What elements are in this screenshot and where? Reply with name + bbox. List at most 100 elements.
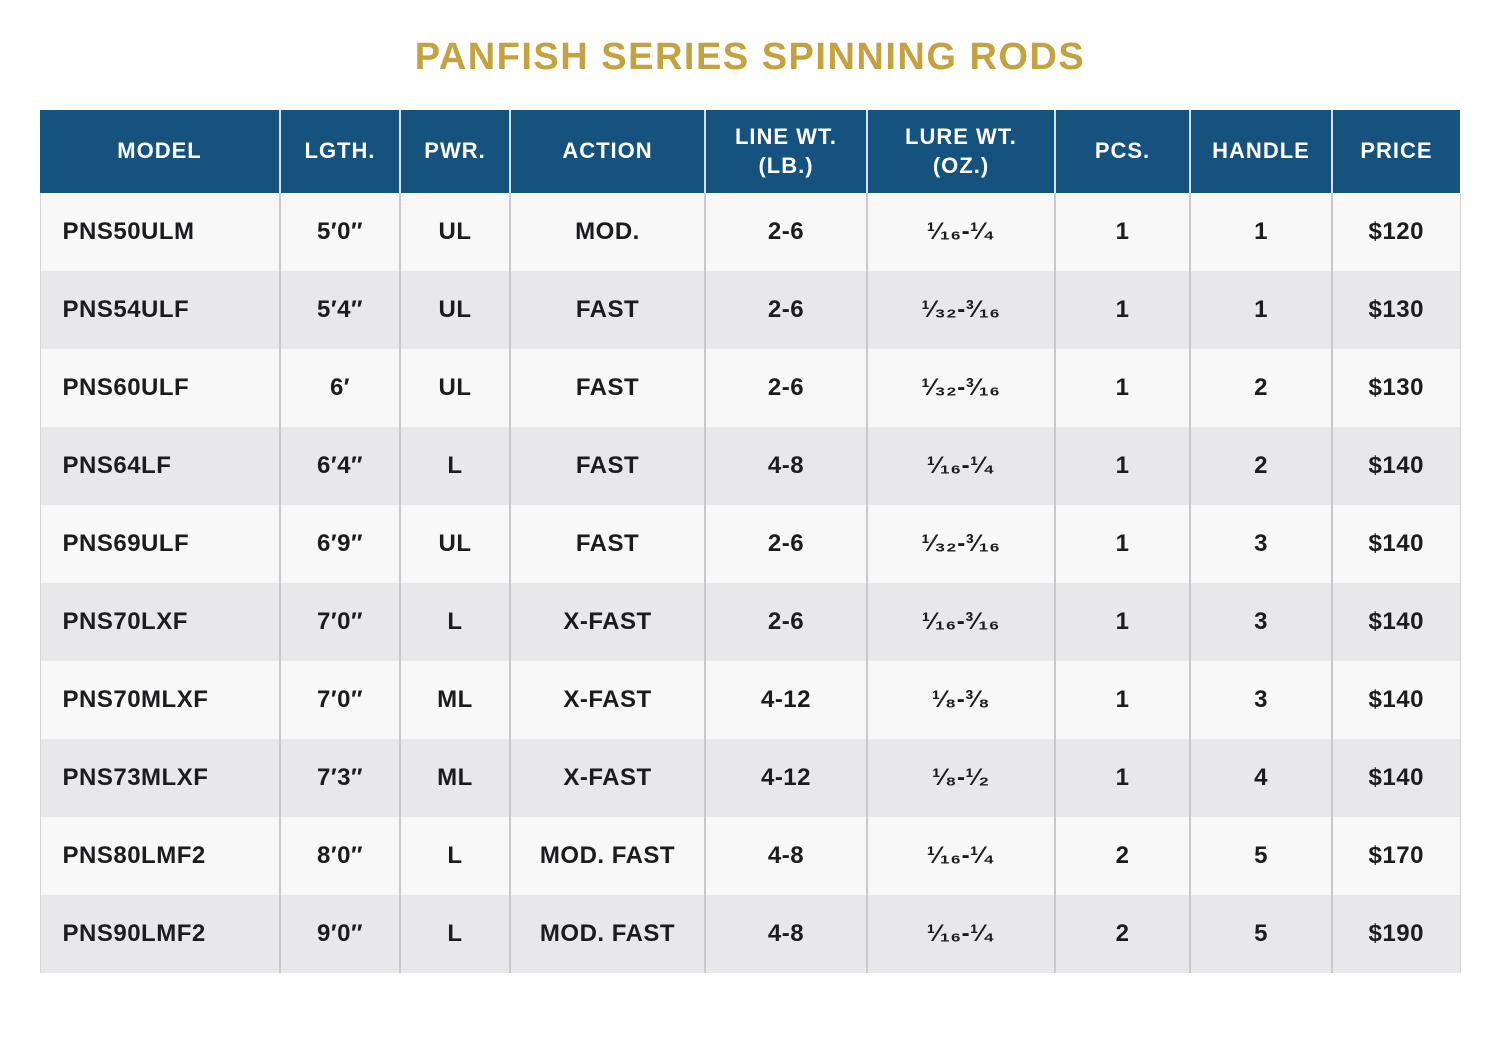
column-header-price: PRICE xyxy=(1331,110,1460,193)
model-cell: PNS70MLXF xyxy=(39,661,280,739)
column-header-line-wt: LINE WT. (LB.) xyxy=(704,110,867,193)
pwr-cell: L xyxy=(399,895,510,973)
pcs-cell: 1 xyxy=(1054,427,1190,505)
lure-wt-cell: ¹⁄₁₆-¹⁄₄ xyxy=(866,895,1055,973)
pwr-cell: UL xyxy=(399,505,510,583)
pwr-cell: L xyxy=(399,427,510,505)
price-cell: $170 xyxy=(1331,817,1461,895)
model-cell: PNS90LMF2 xyxy=(39,895,280,973)
column-header-action: ACTION xyxy=(509,110,705,193)
price-cell: $140 xyxy=(1331,661,1461,739)
handle-cell: 3 xyxy=(1189,583,1332,661)
pwr-cell: UL xyxy=(399,349,510,427)
handle-cell: 3 xyxy=(1189,505,1332,583)
lure-wt-cell: ¹⁄₃₂-³⁄₁₆ xyxy=(866,271,1055,349)
action-cell: MOD. FAST xyxy=(509,895,705,973)
line-wt-cell: 4-8 xyxy=(704,427,867,505)
handle-cell: 5 xyxy=(1189,817,1332,895)
pcs-cell: 1 xyxy=(1054,661,1190,739)
pwr-cell: UL xyxy=(399,193,510,271)
table-row: PNS80LMF2 8′0″ L MOD. FAST 4-8 ¹⁄₁₆-¹⁄₄ … xyxy=(39,817,1461,895)
handle-cell: 4 xyxy=(1189,739,1332,817)
table-row: PNS73MLXF 7′3″ ML X-FAST 4-12 ¹⁄₈-¹⁄₂ 1 … xyxy=(39,739,1461,817)
handle-cell: 2 xyxy=(1189,427,1332,505)
price-cell: $130 xyxy=(1331,349,1461,427)
lure-wt-cell: ¹⁄₁₆-¹⁄₄ xyxy=(866,193,1055,271)
model-cell: PNS73MLXF xyxy=(39,739,280,817)
action-cell: FAST xyxy=(509,427,705,505)
line-wt-cell: 2-6 xyxy=(704,505,867,583)
lgth-cell: 5′0″ xyxy=(279,193,400,271)
line-wt-cell: 2-6 xyxy=(704,193,867,271)
table-row: PNS69ULF 6′9″ UL FAST 2-6 ¹⁄₃₂-³⁄₁₆ 1 3 … xyxy=(39,505,1461,583)
line-wt-cell: 4-12 xyxy=(704,661,867,739)
table-row: PNS54ULF 5′4″ UL FAST 2-6 ¹⁄₃₂-³⁄₁₆ 1 1 … xyxy=(39,271,1461,349)
line-wt-cell: 4-8 xyxy=(704,817,867,895)
price-cell: $140 xyxy=(1331,583,1461,661)
action-cell: X-FAST xyxy=(509,661,705,739)
table-row: PNS60ULF 6′ UL FAST 2-6 ¹⁄₃₂-³⁄₁₆ 1 2 $1… xyxy=(39,349,1461,427)
action-cell: FAST xyxy=(509,505,705,583)
line-wt-cell: 2-6 xyxy=(704,271,867,349)
lure-wt-cell: ¹⁄₃₂-³⁄₁₆ xyxy=(866,505,1055,583)
line-wt-cell: 2-6 xyxy=(704,583,867,661)
line-wt-cell: 2-6 xyxy=(704,349,867,427)
pcs-cell: 2 xyxy=(1054,817,1190,895)
pcs-cell: 1 xyxy=(1054,193,1190,271)
model-cell: PNS69ULF xyxy=(39,505,280,583)
handle-cell: 1 xyxy=(1189,193,1332,271)
column-header-pwr: PWR. xyxy=(399,110,510,193)
table-row: PNS70MLXF 7′0″ ML X-FAST 4-12 ¹⁄₈-³⁄₈ 1 … xyxy=(39,661,1461,739)
model-cell: PNS54ULF xyxy=(39,271,280,349)
table-row: PNS90LMF2 9′0″ L MOD. FAST 4-8 ¹⁄₁₆-¹⁄₄ … xyxy=(39,895,1461,973)
model-cell: PNS80LMF2 xyxy=(39,817,280,895)
table-row: PNS70LXF 7′0″ L X-FAST 2-6 ¹⁄₁₆-³⁄₁₆ 1 3… xyxy=(39,583,1461,661)
pcs-cell: 1 xyxy=(1054,739,1190,817)
line-wt-cell: 4-12 xyxy=(704,739,867,817)
pcs-cell: 1 xyxy=(1054,271,1190,349)
model-cell: PNS64LF xyxy=(39,427,280,505)
pwr-cell: L xyxy=(399,583,510,661)
action-cell: MOD. xyxy=(509,193,705,271)
line-wt-cell: 4-8 xyxy=(704,895,867,973)
column-header-pcs: PCS. xyxy=(1054,110,1190,193)
price-cell: $140 xyxy=(1331,505,1461,583)
pcs-cell: 1 xyxy=(1054,505,1190,583)
action-cell: X-FAST xyxy=(509,739,705,817)
handle-cell: 1 xyxy=(1189,271,1332,349)
lure-wt-cell: ¹⁄₁₆-³⁄₁₆ xyxy=(866,583,1055,661)
price-cell: $140 xyxy=(1331,427,1461,505)
pwr-cell: ML xyxy=(399,661,510,739)
pcs-cell: 2 xyxy=(1054,895,1190,973)
action-cell: X-FAST xyxy=(509,583,705,661)
lure-wt-cell: ¹⁄₃₂-³⁄₁₆ xyxy=(866,349,1055,427)
pcs-cell: 1 xyxy=(1054,583,1190,661)
lgth-cell: 6′ xyxy=(279,349,400,427)
lgth-cell: 9′0″ xyxy=(279,895,400,973)
lgth-cell: 8′0″ xyxy=(279,817,400,895)
lgth-cell: 6′4″ xyxy=(279,427,400,505)
column-header-lgth: LGTH. xyxy=(279,110,400,193)
column-header-lure-wt: LURE WT. (OZ.) xyxy=(866,110,1055,193)
handle-cell: 5 xyxy=(1189,895,1332,973)
column-header-model: MODEL xyxy=(40,110,280,193)
pwr-cell: L xyxy=(399,817,510,895)
pcs-cell: 1 xyxy=(1054,349,1190,427)
model-cell: PNS60ULF xyxy=(39,349,280,427)
table-header-row: MODEL LGTH. PWR. ACTION LINE WT. (LB.) L… xyxy=(40,110,1460,193)
action-cell: FAST xyxy=(509,271,705,349)
action-cell: MOD. FAST xyxy=(509,817,705,895)
price-cell: $120 xyxy=(1331,193,1461,271)
price-cell: $140 xyxy=(1331,739,1461,817)
lgth-cell: 7′3″ xyxy=(279,739,400,817)
pwr-cell: ML xyxy=(399,739,510,817)
spec-table: MODEL LGTH. PWR. ACTION LINE WT. (LB.) L… xyxy=(39,110,1461,973)
pwr-cell: UL xyxy=(399,271,510,349)
lure-wt-cell: ¹⁄₈-¹⁄₂ xyxy=(866,739,1055,817)
column-header-handle: HANDLE xyxy=(1189,110,1332,193)
lure-wt-cell: ¹⁄₁₆-¹⁄₄ xyxy=(866,427,1055,505)
handle-cell: 2 xyxy=(1189,349,1332,427)
lure-wt-cell: ¹⁄₈-³⁄₈ xyxy=(866,661,1055,739)
handle-cell: 3 xyxy=(1189,661,1332,739)
price-cell: $190 xyxy=(1331,895,1461,973)
